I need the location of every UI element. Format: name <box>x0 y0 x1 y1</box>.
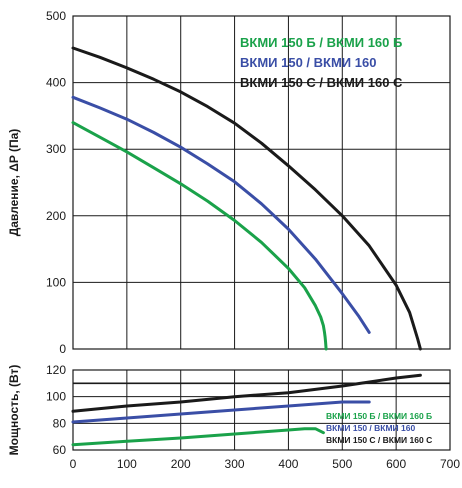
y-tick-label: 120 <box>46 363 66 377</box>
series-line-3 <box>71 373 422 413</box>
plot-border <box>72 15 451 350</box>
x-tick-label: 300 <box>225 457 245 471</box>
legend: ВКМИ 150 Б / ВКМИ 160 Б ВКМИ 150 / ВКМИ 1… <box>240 35 403 90</box>
y-axis-label: Мощность, (Вт) <box>7 365 21 456</box>
x-tick-label: 100 <box>117 457 137 471</box>
y-tick-label: 300 <box>46 142 66 156</box>
y-tick-label: 80 <box>53 416 67 430</box>
y-tick-label: 400 <box>46 76 66 90</box>
y-tick-label: 200 <box>46 209 66 223</box>
legend-entry: ВКМИ 150 Б / ВКМИ 160 Б <box>240 35 402 50</box>
y-tick-label: 100 <box>46 390 66 404</box>
pressure-panel: 0 100 200 300 400 500 Давление, ΔP (Па) ВКМИ 15… <box>7 9 451 356</box>
x-tick-label: 600 <box>386 457 406 471</box>
series-line-2 <box>71 400 371 424</box>
series-line-2 <box>71 95 371 334</box>
y-tick-label: 0 <box>59 342 66 356</box>
x-tick-label: 500 <box>332 457 352 471</box>
y-tick-label: 500 <box>46 9 66 23</box>
legend-entry: ВКМИ 150 Б / ВКМИ 160 Б <box>326 411 432 421</box>
x-tick-label: 200 <box>171 457 191 471</box>
legend-entry: ВКМИ 150 / ВКМИ 160 <box>326 423 415 433</box>
y-axis-label: Давление, ΔP (Па) <box>7 129 21 237</box>
x-tick-label: 400 <box>278 457 298 471</box>
series-line-1 <box>71 427 325 447</box>
x-tick-label: 700 <box>440 457 460 471</box>
legend-entry: ВКМИ 150 С / ВКМИ 160 С <box>326 435 432 445</box>
legend: ВКМИ 150 Б / ВКМИ 160 Б ВКМИ 150 / ВКМИ 1… <box>326 411 432 445</box>
series-line-1 <box>71 121 328 351</box>
legend-entry: ВКМИ 150 С / ВКМИ 160 С <box>240 75 403 90</box>
power-panel: 60 80 100 120 0 100 200 300 400 500 600 700 Мощность… <box>7 363 460 471</box>
y-tick-label: 60 <box>53 443 67 457</box>
y-tick-label: 100 <box>46 275 66 289</box>
legend-entry: ВКМИ 150 / ВКМИ 160 <box>240 55 376 70</box>
series-line-3 <box>71 46 422 351</box>
x-tick-label: 0 <box>70 457 77 471</box>
